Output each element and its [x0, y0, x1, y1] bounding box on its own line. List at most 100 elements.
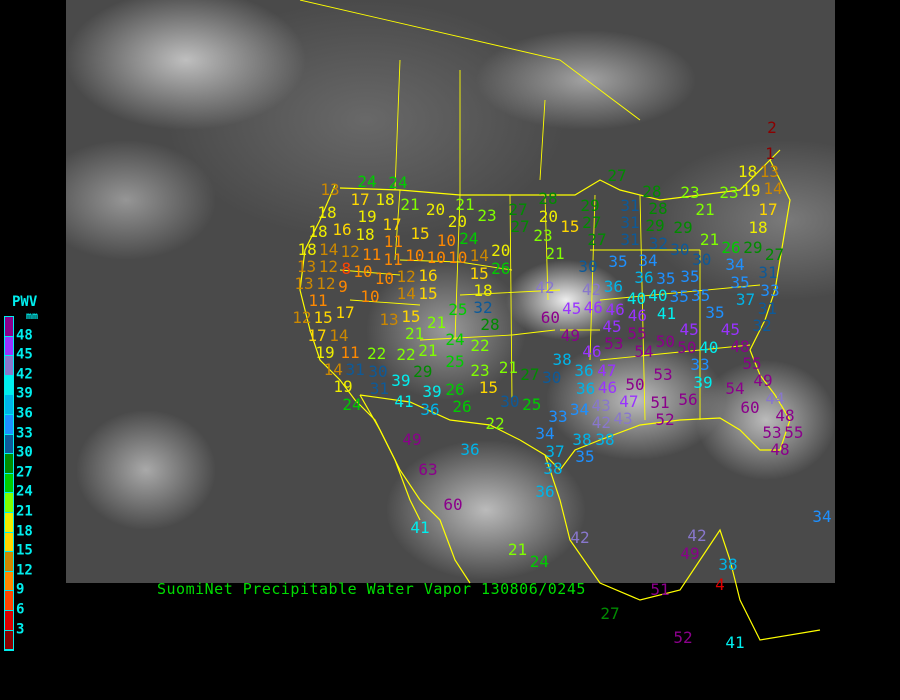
station-pwv-value: 31 [620, 230, 640, 250]
station-pwv-value: 16 [332, 220, 352, 240]
station-pwv-value: 38 [595, 430, 615, 450]
station-pwv-value: 37 [735, 289, 756, 309]
station-pwv-value: 26 [491, 258, 511, 278]
legend-label: 36 [16, 405, 33, 422]
station-pwv-value: 27 [508, 199, 528, 219]
station-pwv-value: 15 [469, 263, 489, 283]
legend-swatch [5, 610, 13, 631]
legend-label: 18 [16, 523, 33, 540]
legend-swatch [5, 317, 13, 337]
legend-label: 27 [16, 464, 33, 481]
station-pwv-value: 34 [725, 254, 745, 274]
station-pwv-value: 53 [762, 423, 782, 443]
station-pwv-value: 45 [602, 316, 622, 336]
station-pwv-value: 46 [605, 299, 625, 319]
station-pwv-value: 11 [308, 291, 328, 311]
station-pwv-value: 14 [329, 325, 349, 345]
station-pwv-value: 28 [648, 199, 668, 219]
station-pwv-value: 39 [391, 370, 411, 390]
station-pwv-value: 8 [341, 258, 352, 278]
station-pwv-value: 60 [443, 494, 463, 514]
station-pwv-value: 47 [619, 392, 639, 412]
legend-swatch [5, 454, 13, 474]
station-pwv-value: 18 [375, 189, 395, 209]
station-pwv-value: 31 [345, 359, 365, 379]
station-pwv-value: 50 [655, 331, 676, 351]
station-pwv-value: 30 [578, 256, 598, 276]
station-pwv-value: 56 [678, 390, 698, 410]
station-pwv-value: 18 [737, 162, 758, 182]
station-pwv-value: 13 [294, 273, 314, 293]
station-pwv-value: 46 [583, 297, 603, 317]
station-pwv-value: 42 [687, 526, 707, 546]
station-pwv-value: 42 [570, 527, 590, 547]
station-pwv-value: 21 [418, 341, 438, 361]
legend-swatch [5, 395, 13, 415]
station-pwv-value: 41 [394, 391, 414, 411]
station-pwv-value: 15 [478, 378, 498, 398]
station-pwv-value: 48 [775, 406, 795, 426]
station-pwv-value: 21 [695, 199, 715, 219]
legend-label: 3 [16, 621, 25, 638]
station-pwv-value: 18 [748, 217, 768, 237]
station-pwv-value: 33 [690, 355, 710, 375]
station-pwv-value: 55 [742, 354, 762, 374]
station-pwv-value: 13 [296, 256, 317, 276]
pwv-legend: PWV mm 48 45 42 39 36 33 30 27 24 21 18 15 12 9 6 3 [4, 294, 56, 664]
east-coast [749, 159, 791, 351]
station-pwv-value: 17 [382, 215, 402, 235]
station-pwv-value: 22 [366, 344, 387, 364]
station-pwv-value: 18 [355, 224, 375, 244]
station-pwv-value: 43 [591, 395, 611, 415]
station-pwv-value: 34 [535, 423, 555, 443]
station-pwv-value: 38 [718, 554, 738, 574]
station-pwv-value: 22 [470, 335, 490, 355]
station-pwv-value: 35 [730, 272, 750, 292]
station-pwv-value: 51 [650, 579, 670, 599]
satellite-map [66, 0, 835, 583]
station-pwv-value: 19 [333, 377, 353, 397]
station-pwv-value: 36 [574, 361, 594, 381]
station-pwv-value: 30 [500, 391, 520, 411]
station-pwv-value: 35 [680, 267, 700, 287]
legend-swatch [5, 532, 13, 553]
station-pwv-value: 49 [402, 429, 422, 449]
station-pwv-value: 26 [721, 237, 741, 257]
legend-swatch [5, 630, 13, 651]
station-pwv-value: 49 [680, 543, 700, 563]
station-pwv-value: 21 [404, 323, 425, 343]
station-pwv-value: 23 [470, 360, 490, 380]
map-caption: SuomiNet Precipitable Water Vapor 130806… [157, 580, 586, 598]
station-pwv-value: 31 [620, 212, 640, 232]
station-pwv-value: 32 [473, 297, 493, 317]
station-pwv-value: 46 [597, 377, 618, 397]
station-pwv-value: 18 [297, 239, 317, 259]
mexico-border [359, 394, 521, 441]
station-pwv-value: 35 [690, 285, 711, 305]
station-pwv-value: 53 [653, 364, 673, 384]
legend-swatch [5, 571, 13, 592]
station-pwv-value: 18 [317, 202, 337, 222]
station-pwv-value: 21 [455, 194, 475, 214]
station-pwv-value: 24 [459, 228, 479, 248]
station-pwv-value: 46 [627, 306, 648, 326]
station-pwv-value: 12 [340, 241, 360, 261]
legend-label: 42 [16, 366, 33, 383]
station-pwv-value: 34 [638, 251, 658, 271]
station-pwv-value: 28 [480, 314, 500, 334]
station-pwv-value: 35 [656, 269, 676, 289]
station-pwv-value: 32 [752, 315, 772, 335]
legend-label: 24 [16, 483, 33, 500]
station-pwv-value: 45 [720, 319, 740, 339]
station-pwv-value: 35 [705, 302, 725, 322]
station-pwv-value: 9 [338, 276, 348, 296]
station-pwv-value: 10 [426, 248, 446, 268]
station-pwv-value: 48 [730, 337, 750, 357]
station-pwv-value: 21 [507, 539, 528, 559]
station-pwv-value: 45 [562, 299, 582, 319]
legend-label: 12 [16, 562, 33, 579]
station-pwv-value: 30 [670, 239, 690, 259]
station-pwv-value: 13 [759, 161, 780, 181]
station-pwv-value: 11 [340, 342, 360, 362]
legend-swatch [5, 414, 13, 435]
